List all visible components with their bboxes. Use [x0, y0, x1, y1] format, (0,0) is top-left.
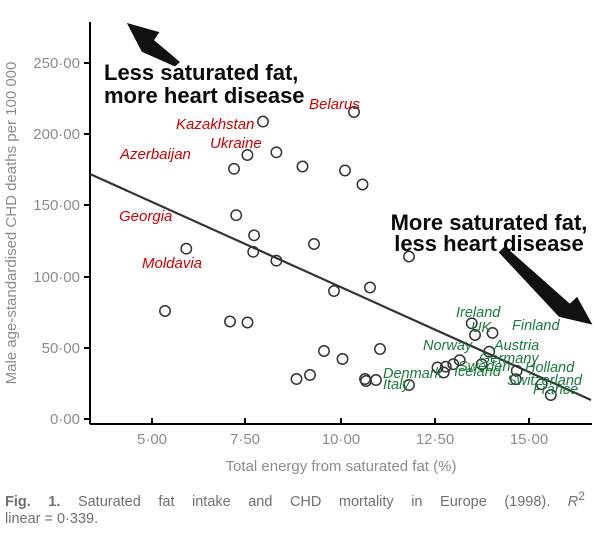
svg-text:Iceland: Iceland — [454, 364, 502, 380]
svg-text:150·00: 150·00 — [33, 197, 80, 214]
svg-text:Less saturated fat,: Less saturated fat, — [104, 60, 298, 85]
svg-text:Georgia: Georgia — [119, 208, 172, 225]
svg-text:7·50: 7·50 — [230, 431, 260, 448]
svg-text:Ireland: Ireland — [456, 305, 501, 321]
svg-text:Azerbaijan: Azerbaijan — [119, 146, 191, 163]
svg-text:Male age-standardised CHD deat: Male age-standardised CHD deaths per 100… — [3, 62, 20, 385]
svg-text:100·00: 100·00 — [33, 269, 80, 286]
svg-text:Belarus: Belarus — [309, 96, 360, 113]
svg-text:Total energy from saturated fa: Total energy from saturated fat (%) — [226, 458, 457, 475]
svg-text:0·00: 0·00 — [50, 411, 80, 428]
svg-text:less heart disease: less heart disease — [394, 231, 584, 256]
svg-text:Moldavia: Moldavia — [142, 255, 202, 272]
svg-text:UK: UK — [471, 320, 492, 336]
svg-text:more heart disease: more heart disease — [104, 83, 305, 108]
svg-text:France: France — [533, 382, 578, 398]
svg-text:15·00: 15·00 — [510, 431, 548, 448]
svg-text:12·50: 12·50 — [416, 431, 454, 448]
svg-text:5·00: 5·00 — [137, 431, 167, 448]
svg-text:Finland: Finland — [512, 318, 560, 334]
svg-text:Ukraine: Ukraine — [210, 135, 262, 152]
svg-text:50·00: 50·00 — [42, 340, 80, 357]
svg-text:250·00: 250·00 — [33, 55, 80, 72]
svg-text:Italy: Italy — [383, 377, 410, 393]
svg-text:200·00: 200·00 — [33, 126, 80, 143]
svg-text:Norway: Norway — [423, 338, 473, 354]
svg-text:10·00: 10·00 — [322, 431, 360, 448]
svg-text:Kazakhstan: Kazakhstan — [176, 116, 254, 133]
